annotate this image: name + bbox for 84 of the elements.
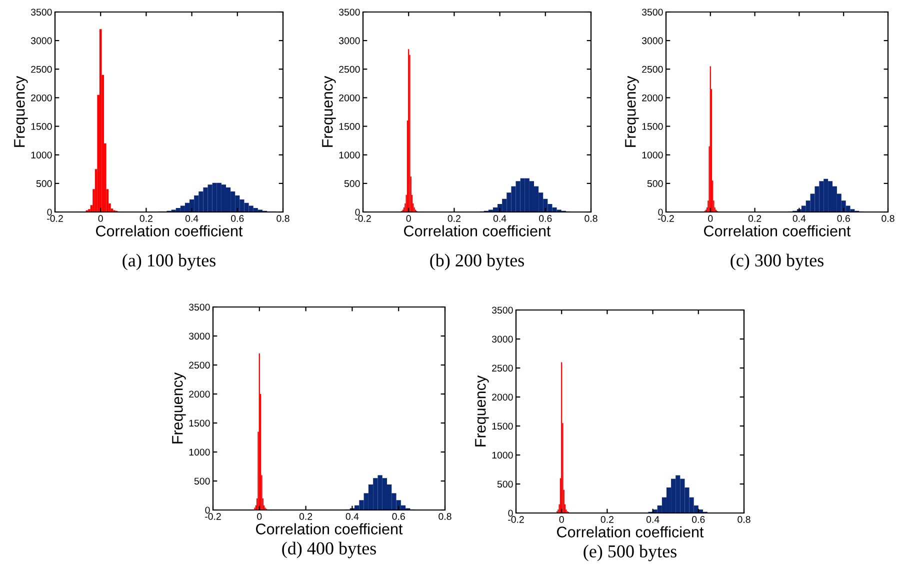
y-tick-label: 3000 [492,336,513,343]
y-tick-label: 3000 [30,37,52,44]
x-tick-label: 0.6 [392,513,405,520]
x-tick-label: -0.2 [508,516,524,523]
y-axis-title: Frequency [475,375,489,446]
y-tick-label: 1000 [642,152,663,158]
y-tick-label: 1500 [339,123,360,130]
x-tick-label: 0 [98,215,103,222]
y-tick-label: 1500 [31,123,52,130]
y-tick-label: 2500 [189,362,210,369]
y-tick-label: 2500 [31,66,52,73]
x-tick-label: 0.2 [600,516,614,523]
y-tick-label: 1500 [642,123,663,130]
y-tick-label: 3500 [30,8,52,16]
y-axis-title: Frequency [625,76,639,147]
y-tick-label: 2000 [339,94,360,102]
y-tick-label: 3000 [642,37,663,44]
x-tick-label: 0 [708,215,713,222]
y-tick-label: 500 [647,180,663,188]
y-axis-title: Frequency [14,76,28,147]
x-tick-label: -0.2 [205,513,221,520]
y-tick-label: 2000 [642,94,663,102]
x-tick-label: 0 [406,215,411,222]
y-tick-label: 3000 [188,332,210,340]
y-tick-label: 2500 [642,66,663,73]
x-tick-label: 0.4 [792,215,806,222]
y-tick-label: 0 [205,506,210,514]
x-tick-label: 0.6 [692,516,705,523]
y-tick-label: 1000 [492,452,513,459]
y-tick-label: 1000 [31,152,52,158]
text: (d) 400 bytes [282,542,376,558]
x-tick-label: 0 [559,516,564,523]
y-tick-label: 1500 [492,422,513,430]
text: (c) 300 bytes [730,254,824,270]
x-axis-title: Correlation coefficient [704,225,851,236]
x-tick-label: 0.6 [539,215,552,222]
x-tick-label: 0.8 [738,516,750,523]
y-tick-label: 2000 [31,94,52,102]
y-tick-label: 1500 [189,420,210,427]
x-tick-label: 0.4 [493,215,506,222]
y-axis-title: Frequency [172,372,186,444]
x-tick-label: 0.8 [438,513,452,520]
text: (e) 500 bytes [584,544,676,562]
y-tick-label: 3500 [492,306,513,314]
x-tick-label: -0.2 [47,215,63,222]
y-tick-label: 3500 [188,304,210,311]
y-tick-label: 1000 [189,448,210,456]
y-tick-label: 500 [497,480,513,488]
x-tick-label: 0.8 [584,215,598,222]
x-tick-label: 0.2 [299,513,312,520]
y-tick-label: 1000 [339,152,360,158]
x-tick-label: -0.2 [658,215,674,222]
text: (a) 100 bytes [122,254,216,270]
y-tick-label: 3500 [338,8,360,16]
y-tick-label: 2000 [492,394,513,401]
y-tick-label: 3000 [338,37,360,44]
x-tick-label: 0.2 [748,215,762,222]
y-tick-label: 3500 [642,8,663,16]
x-tick-label: 0.2 [448,215,460,222]
x-tick-label: 0.8 [276,215,290,222]
y-tick-label: 0 [47,208,52,216]
x-axis-title: Correlation coefficient [256,523,403,534]
x-tick-label: 0.4 [646,516,660,523]
y-tick-label: 500 [194,478,210,485]
x-tick-label: -0.2 [355,215,371,222]
y-tick-label: 500 [344,180,360,188]
x-axis-title: Correlation coefficient [404,225,551,236]
text: (b) 200 bytes [430,254,524,270]
x-axis-title: Correlation coefficient [557,526,704,538]
x-tick-label: 0.2 [140,215,152,222]
x-tick-label: 0 [257,513,262,520]
x-tick-label: 0.6 [837,215,850,222]
y-axis-title: Frequency [322,76,336,147]
x-tick-label: 0.8 [882,215,894,222]
y-tick-label: 2000 [189,390,210,398]
y-tick-label: 0 [658,208,663,216]
x-axis-title: Correlation coefficient [96,225,243,236]
x-tick-label: 0.4 [185,215,198,222]
y-tick-label: 2500 [339,66,360,73]
x-tick-label: 0.4 [346,513,359,520]
y-tick-label: 0 [355,208,360,216]
x-tick-label: 0.6 [231,215,244,222]
y-tick-label: 2500 [492,364,513,372]
y-tick-label: 500 [36,180,52,188]
